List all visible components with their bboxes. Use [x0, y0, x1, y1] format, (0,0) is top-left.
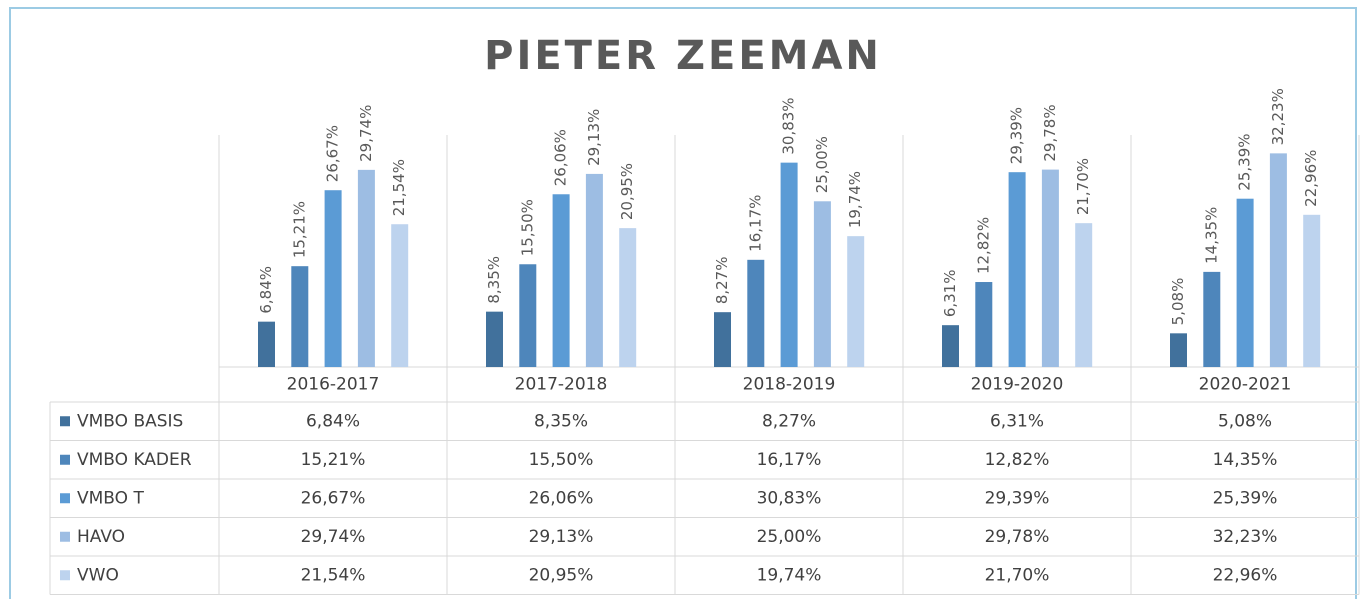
- table-cell: 15,50%: [529, 450, 594, 470]
- table-cell: 6,84%: [306, 411, 360, 431]
- table-cell: 29,13%: [529, 527, 594, 547]
- bar: [1041, 169, 1059, 367]
- bar: [1269, 153, 1287, 367]
- table-cell: 15,21%: [301, 450, 366, 470]
- bar-value-label: 6,31%: [941, 270, 959, 318]
- bar-value-label: 15,21%: [290, 201, 308, 258]
- bar-value-label: 14,35%: [1202, 207, 1220, 264]
- bar-value-label: 8,27%: [713, 257, 731, 305]
- table-cell: 22,96%: [1213, 565, 1278, 585]
- chart-title: PIETER ZEEMAN: [484, 33, 882, 79]
- bar-value-label: 12,82%: [974, 217, 992, 274]
- legend-label: VMBO KADER: [77, 450, 192, 470]
- bar: [1203, 271, 1221, 367]
- bar: [324, 190, 342, 367]
- legend-key: [60, 531, 70, 542]
- legend-key: [60, 570, 70, 581]
- bar-value-label: 16,17%: [746, 195, 764, 252]
- bar: [519, 264, 537, 367]
- bar-value-label: 29,74%: [357, 105, 375, 162]
- bar-value-label: 32,23%: [1269, 88, 1287, 145]
- table-cell: 21,54%: [301, 565, 366, 585]
- bar-value-label: 30,83%: [780, 97, 798, 154]
- table-cell: 6,31%: [990, 411, 1044, 431]
- bar: [1008, 172, 1026, 367]
- bar-value-label: 26,67%: [324, 125, 342, 182]
- legend-label: VWO: [77, 565, 119, 585]
- table-cell: 26,06%: [529, 488, 594, 508]
- bar-value-label: 29,39%: [1008, 107, 1026, 164]
- bar-value-label: 21,70%: [1074, 158, 1092, 215]
- legend-key: [60, 454, 70, 465]
- table-cell: 26,67%: [301, 488, 366, 508]
- table-cell: 29,78%: [985, 527, 1050, 547]
- table-cell: 8,27%: [762, 411, 816, 431]
- bar: [1075, 223, 1093, 367]
- bar: [357, 169, 375, 367]
- table-cell: 20,95%: [529, 565, 594, 585]
- legend-key: [60, 493, 70, 504]
- bar: [847, 236, 865, 367]
- bar-value-label: 29,78%: [1041, 104, 1059, 161]
- table-cell: 21,70%: [985, 565, 1050, 585]
- bar-value-label: 29,13%: [585, 109, 603, 166]
- table-cell: 32,23%: [1213, 527, 1278, 547]
- table-cell: 25,39%: [1213, 488, 1278, 508]
- bar-value-label: 22,96%: [1302, 150, 1320, 207]
- bar-value-label: 26,06%: [552, 129, 570, 186]
- category-label: 2020-2021: [1199, 375, 1292, 395]
- table-cell: 12,82%: [985, 450, 1050, 470]
- frame: [9, 7, 1357, 599]
- bar: [975, 282, 993, 367]
- legend-label: HAVO: [77, 527, 125, 547]
- legend-label: VMBO BASIS: [77, 411, 183, 431]
- bar-value-label: 15,50%: [518, 199, 536, 256]
- bar-value-label: 8,35%: [485, 256, 503, 304]
- table-cell: 5,08%: [1218, 411, 1272, 431]
- bar: [1170, 333, 1187, 367]
- bar: [585, 173, 603, 367]
- legend-label: VMBO T: [77, 488, 144, 508]
- bar-value-label: 21,54%: [390, 159, 408, 216]
- bar: [942, 325, 959, 367]
- bar: [813, 201, 831, 367]
- category-label: 2018-2019: [743, 375, 836, 395]
- bar: [552, 194, 570, 367]
- bar-value-label: 6,84%: [257, 266, 275, 314]
- table-cell: 29,39%: [985, 488, 1050, 508]
- bar-value-label: 19,74%: [846, 171, 864, 228]
- bar-value-label: 25,39%: [1236, 133, 1254, 190]
- bar-value-label: 20,95%: [618, 163, 636, 220]
- bar: [747, 259, 765, 367]
- bar: [780, 162, 798, 367]
- category-label: 2019-2020: [971, 375, 1064, 395]
- table-cell: 8,35%: [534, 411, 588, 431]
- table-cell: 14,35%: [1213, 450, 1278, 470]
- legend-key: [60, 416, 70, 427]
- bar: [486, 311, 503, 367]
- category-label: 2016-2017: [287, 375, 380, 395]
- table-cell: 16,17%: [757, 450, 822, 470]
- category-label: 2017-2018: [515, 375, 608, 395]
- table-cell: 29,74%: [301, 527, 366, 547]
- bar: [291, 266, 309, 367]
- bar: [391, 224, 409, 367]
- bar-value-label: 25,00%: [813, 136, 831, 193]
- table-cell: 19,74%: [757, 565, 822, 585]
- bar: [258, 321, 275, 367]
- bar: [1236, 198, 1254, 367]
- bar: [1303, 214, 1321, 367]
- bar: [714, 312, 731, 367]
- table-cell: 25,00%: [757, 527, 822, 547]
- bar-value-label: 5,08%: [1169, 278, 1187, 326]
- table-cell: 30,83%: [757, 488, 822, 508]
- bar: [619, 228, 637, 367]
